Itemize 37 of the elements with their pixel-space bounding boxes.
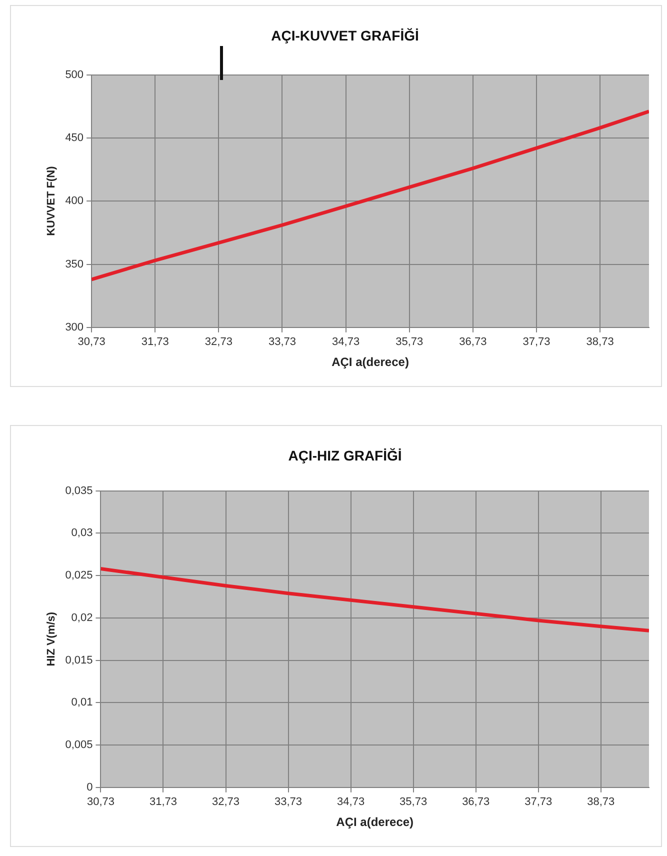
x-tick-label: 36,73 — [462, 796, 490, 808]
chart-title: AÇI-KUVVET GRAFİĞİ — [271, 27, 419, 44]
x-axis-title: AÇI a(derece) — [332, 355, 409, 370]
x-tick-label: 33,73 — [268, 336, 296, 348]
y-tick-label: 0,015 — [65, 654, 93, 666]
y-tick-label: 450 — [65, 132, 84, 144]
y-tick-label: 0,035 — [65, 484, 93, 497]
x-tick-label: 38,73 — [587, 796, 615, 808]
x-tick-label: 35,73 — [396, 336, 424, 348]
x-tick-label: 35,73 — [400, 796, 428, 808]
y-axis-title: KUVVET F(N) — [46, 166, 58, 236]
y-tick-label: 400 — [65, 195, 84, 208]
y-tick-label: 0,025 — [65, 570, 93, 582]
y-tick-label: 0,01 — [71, 696, 93, 709]
x-tick-label: 36,73 — [459, 336, 487, 348]
y-tick-label: 300 — [65, 321, 84, 334]
x-tick-label: 30,73 — [78, 336, 106, 348]
chart-title: AÇI-HIZ GRAFİĞİ — [288, 447, 402, 464]
x-tick-label: 34,73 — [337, 796, 365, 808]
y-tick-label: 0,005 — [65, 739, 93, 752]
x-tick-label: 30,73 — [86, 796, 114, 808]
x-axis-title: AÇI a(derece) — [336, 815, 414, 830]
y-tick-label: 350 — [65, 258, 84, 270]
x-tick-label: 31,73 — [149, 796, 178, 808]
x-tick-label: 31,73 — [141, 336, 169, 348]
x-tick-label: 38,73 — [586, 336, 614, 348]
x-tick-label: 37,73 — [522, 336, 550, 348]
x-tick-label: 34,73 — [332, 336, 360, 348]
x-tick-label: 33,73 — [274, 796, 302, 808]
x-tick-label: 32,73 — [212, 796, 240, 808]
y-tick-label: 0,03 — [71, 527, 93, 540]
x-tick-label: 37,73 — [524, 796, 552, 808]
y-tick-label: 0,02 — [71, 612, 93, 624]
y-axis-title: HIZ V(m/s) — [46, 612, 58, 666]
x-tick-label: 32,73 — [204, 336, 232, 348]
y-tick-label: 500 — [65, 68, 84, 81]
y-tick-label: 0 — [86, 781, 93, 794]
